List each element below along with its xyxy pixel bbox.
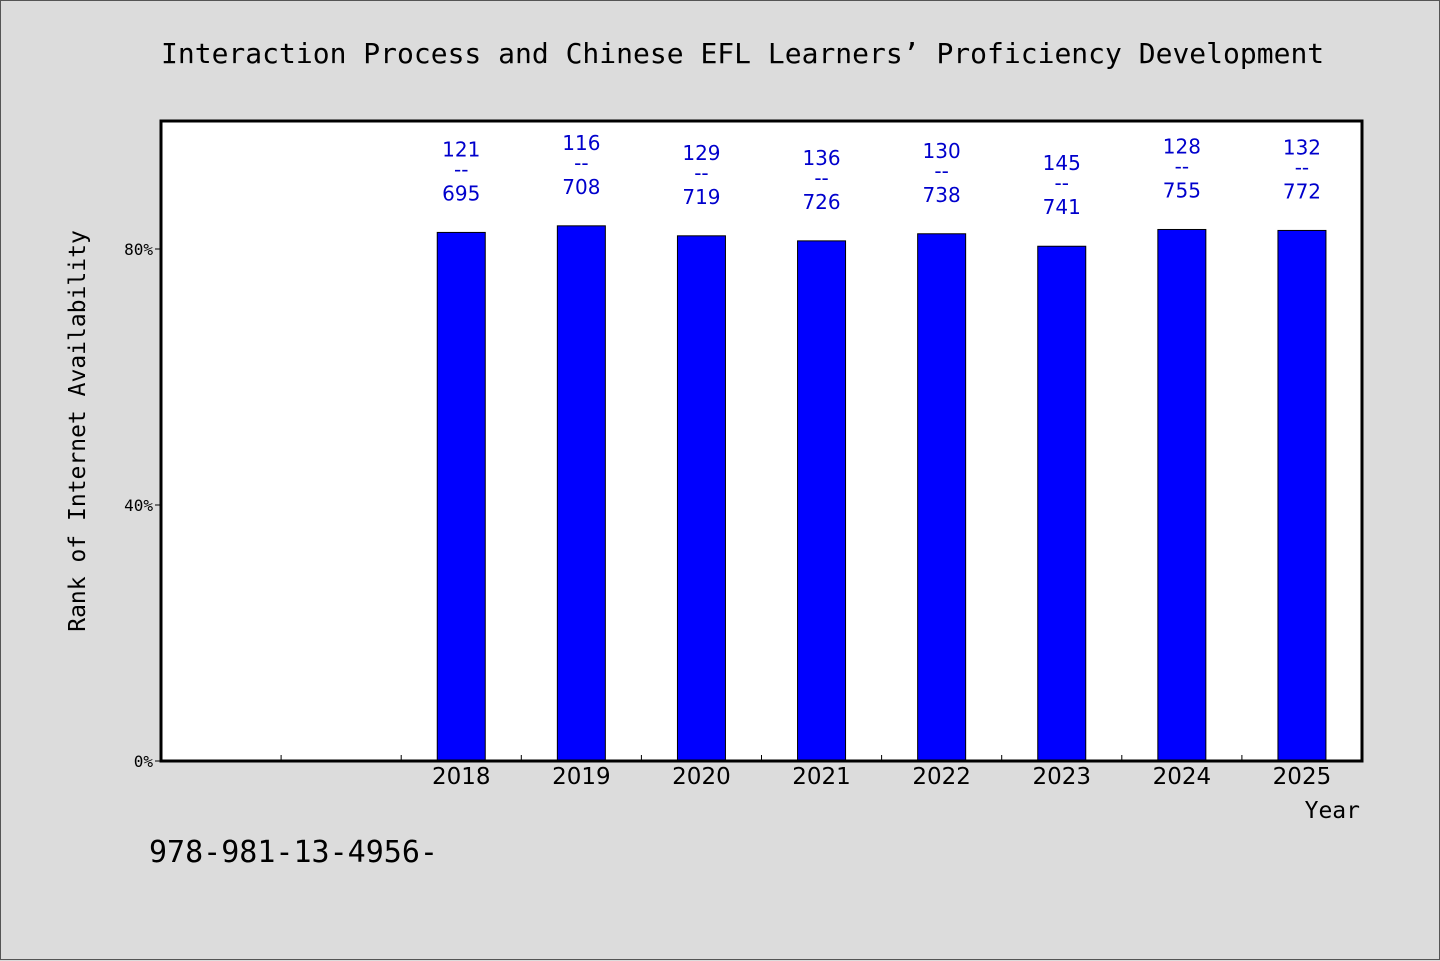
- x-tick-label-2022: 2022: [912, 764, 971, 790]
- x-tick-label-2018: 2018: [432, 764, 491, 790]
- bar-label-bottom-2019: 708: [562, 175, 600, 199]
- x-tick-label-2023: 2023: [1032, 764, 1091, 790]
- bar-2022: [917, 233, 967, 762]
- x-tick-label-2019: 2019: [552, 764, 611, 790]
- bar-label-sep-2018: --: [454, 157, 468, 181]
- bar-label-top-2019: 116: [562, 131, 600, 155]
- x-tick-label-2020: 2020: [672, 764, 731, 790]
- bar-label-top-2024: 128: [1163, 134, 1201, 158]
- bar-label-sep-2021: --: [814, 166, 828, 190]
- bar-label-bottom-2021: 726: [802, 190, 840, 214]
- x-axis-title: Year: [1305, 798, 1360, 824]
- bar-label-top-2018: 121: [442, 137, 480, 161]
- bar-2024: [1157, 228, 1207, 762]
- y-axis-title: Rank of Internet Availability: [65, 230, 91, 632]
- bar-2023: [1037, 245, 1087, 762]
- x-tick-label-2025: 2025: [1273, 764, 1332, 790]
- bar-label-top-2022: 130: [923, 139, 961, 163]
- bar-label-bottom-2018: 695: [442, 181, 480, 205]
- bar-2019: [556, 225, 606, 762]
- bar-label-sep-2024: --: [1175, 154, 1189, 178]
- bar-2025: [1277, 229, 1327, 762]
- bar-2021: [797, 240, 847, 762]
- y-tick-label-1: 40%: [124, 496, 153, 515]
- bar-label-bottom-2025: 772: [1283, 179, 1321, 203]
- bar-label-top-2025: 132: [1283, 135, 1321, 159]
- bar-label-sep-2020: --: [694, 161, 708, 185]
- x-tick-label-2024: 2024: [1153, 764, 1212, 790]
- bar-label-top-2021: 136: [802, 146, 840, 170]
- footnote-isbn: 978-981-13-4956-: [149, 835, 438, 870]
- chart-title: Interaction Process and Chinese EFL Lear…: [161, 37, 1325, 70]
- bar-label-bottom-2024: 755: [1163, 178, 1201, 202]
- bar-label-sep-2023: --: [1055, 171, 1069, 195]
- bar-label-bottom-2020: 719: [682, 185, 720, 209]
- y-tick-label-2: 80%: [124, 240, 153, 259]
- bar-2020: [676, 235, 726, 762]
- y-tick-label-0: 0%: [134, 752, 154, 771]
- bar-label-sep-2025: --: [1295, 155, 1309, 179]
- bar-label-bottom-2022: 738: [923, 183, 961, 207]
- bar-label-sep-2019: --: [574, 151, 588, 175]
- bar-2018: [436, 231, 486, 762]
- bar-label-bottom-2023: 741: [1043, 195, 1081, 219]
- x-tick-label-2021: 2021: [792, 764, 851, 790]
- bar-label-top-2023: 145: [1043, 151, 1081, 175]
- bar-label-top-2020: 129: [682, 141, 720, 165]
- bar-label-sep-2022: --: [934, 159, 948, 183]
